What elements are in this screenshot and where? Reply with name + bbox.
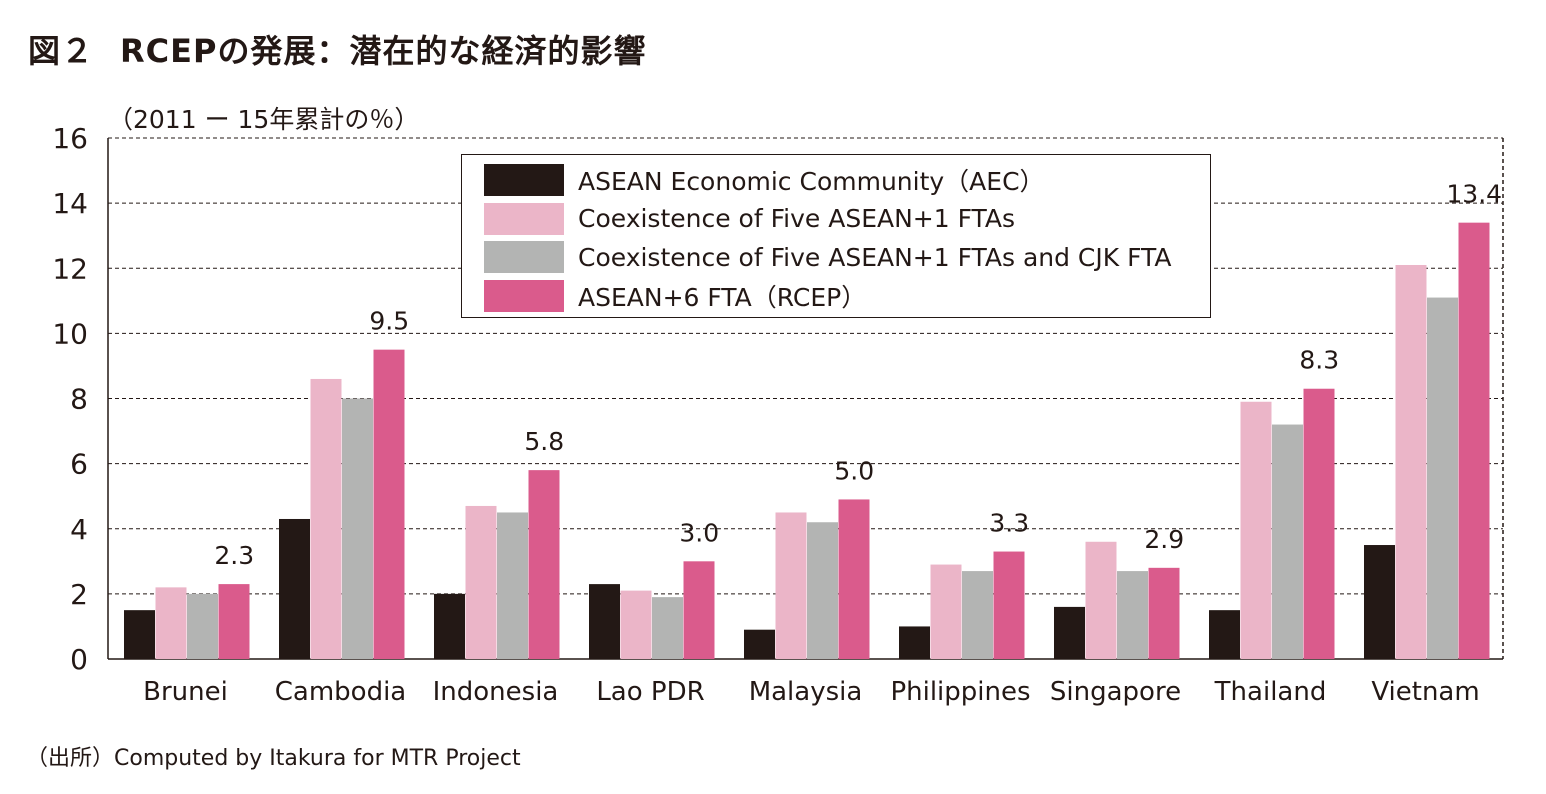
bar-4 bbox=[528, 470, 560, 659]
bar-4 bbox=[373, 349, 405, 659]
bar-2 bbox=[620, 590, 652, 659]
bar-3 bbox=[807, 522, 838, 659]
bar-1 bbox=[434, 593, 465, 659]
x-category-label: Philippines bbox=[890, 677, 1030, 707]
data-label: 3.0 bbox=[679, 518, 719, 547]
y-axis-unit-label: （2011 ー 15年累計の％） bbox=[108, 105, 420, 134]
x-category-label: Indonesia bbox=[433, 677, 559, 707]
bar-4 bbox=[1458, 222, 1490, 659]
bar-3 bbox=[1272, 424, 1303, 659]
x-category-label: Malaysia bbox=[749, 677, 863, 707]
figure-number: 図２ bbox=[28, 32, 95, 70]
data-label: 3.3 bbox=[989, 509, 1029, 538]
legend-label: Coexistence of Five ASEAN+1 FTAs and CJK… bbox=[578, 242, 1172, 272]
y-tick-label: 4 bbox=[70, 513, 88, 546]
data-label: 2.9 bbox=[1144, 525, 1184, 554]
x-category-label: Thailand bbox=[1214, 677, 1327, 707]
data-label: 5.0 bbox=[834, 456, 874, 485]
title-text: RCEPの発展：潜在的な経済的影響 bbox=[120, 32, 647, 70]
bar-3 bbox=[1427, 297, 1458, 659]
source-note: （出所）Computed by Itakura for MTR Project bbox=[26, 746, 521, 771]
bar-4 bbox=[993, 551, 1025, 659]
bar-3 bbox=[962, 571, 993, 659]
bar-3 bbox=[1117, 571, 1148, 659]
y-tick-label: 8 bbox=[70, 383, 88, 416]
legend-label: Coexistence of Five ASEAN+1 FTAs bbox=[578, 204, 1015, 234]
data-label: 2.3 bbox=[214, 541, 254, 570]
bar-2 bbox=[1085, 541, 1117, 659]
bar-1 bbox=[899, 626, 930, 659]
data-label: 5.8 bbox=[524, 427, 564, 456]
bar-1 bbox=[1364, 545, 1395, 659]
y-tick-label: 0 bbox=[70, 643, 88, 676]
bar-4 bbox=[683, 561, 715, 659]
legend-label: ASEAN Economic Community（AEC） bbox=[578, 167, 1045, 197]
legend-label: ASEAN+6 FTA（RCEP） bbox=[578, 282, 867, 312]
legend-item: ASEAN Economic Community（AEC） bbox=[462, 161, 1210, 200]
data-label: 8.3 bbox=[1299, 346, 1339, 375]
y-tick-label: 12 bbox=[52, 252, 88, 285]
bar-4 bbox=[218, 584, 250, 659]
legend-item: Coexistence of Five ASEAN+1 FTAs and CJK… bbox=[462, 238, 1210, 277]
data-label: 9.5 bbox=[369, 307, 409, 336]
data-label: 13.4 bbox=[1446, 180, 1502, 209]
legend-swatch bbox=[484, 164, 564, 197]
bar-4 bbox=[1148, 567, 1180, 659]
bar-4 bbox=[838, 499, 870, 659]
x-category-label: Lao PDR bbox=[596, 677, 704, 707]
x-category-label: Vietnam bbox=[1371, 677, 1479, 707]
bar-3 bbox=[497, 512, 528, 659]
chart-legend: ASEAN Economic Community（AEC） Coexistence… bbox=[461, 154, 1211, 318]
bar-2 bbox=[1395, 264, 1427, 659]
bar-2 bbox=[1240, 401, 1272, 659]
legend-item: Coexistence of Five ASEAN+1 FTAs bbox=[462, 200, 1210, 239]
y-tick-label: 2 bbox=[70, 578, 88, 611]
bar-2 bbox=[930, 564, 962, 659]
bar-3 bbox=[187, 593, 218, 659]
chart-title: 図２ RCEPの発展：潜在的な経済的影響 bbox=[28, 26, 646, 72]
legend-swatch bbox=[484, 279, 564, 312]
bar-4 bbox=[1303, 388, 1335, 659]
bar-2 bbox=[155, 587, 187, 659]
y-tick-label: 14 bbox=[52, 187, 88, 220]
x-category-label: Brunei bbox=[143, 677, 228, 707]
legend-swatch bbox=[484, 241, 564, 274]
bar-1 bbox=[279, 518, 310, 659]
bar-1 bbox=[744, 629, 775, 659]
bar-3 bbox=[652, 597, 683, 659]
bar-1 bbox=[589, 584, 620, 659]
y-tick-label: 6 bbox=[70, 448, 88, 481]
legend-swatch bbox=[484, 202, 564, 235]
x-category-label: Singapore bbox=[1050, 677, 1181, 707]
bar-1 bbox=[1209, 610, 1240, 659]
y-tick-label: 10 bbox=[52, 317, 88, 350]
x-category-label: Cambodia bbox=[275, 677, 407, 707]
bar-2 bbox=[310, 378, 342, 659]
bar-1 bbox=[124, 610, 155, 659]
y-tick-label: 16 bbox=[52, 122, 88, 155]
bar-2 bbox=[465, 505, 497, 659]
legend-item: ASEAN+6 FTA（RCEP） bbox=[462, 277, 1210, 316]
bar-1 bbox=[1054, 606, 1085, 659]
bar-3 bbox=[342, 398, 373, 659]
bar-2 bbox=[775, 512, 807, 659]
